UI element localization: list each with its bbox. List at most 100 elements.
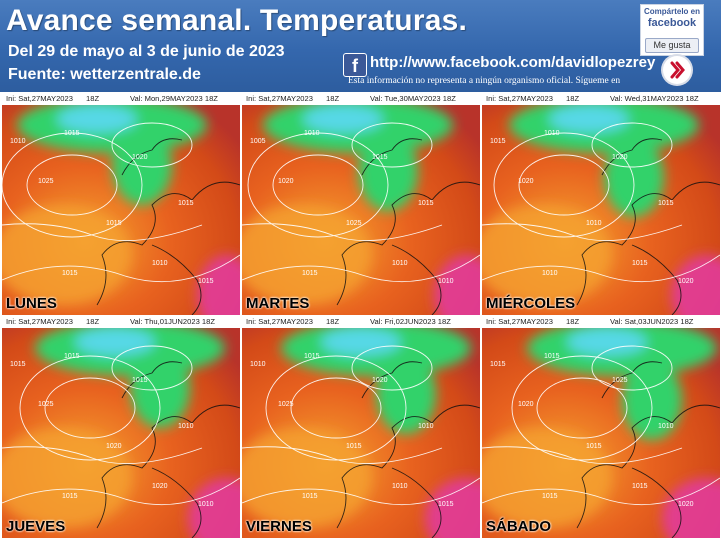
init-date: Ini: Sat,27MAY2023 bbox=[486, 94, 553, 103]
isobar-label: 1015 bbox=[64, 353, 80, 360]
forecast-panel-2: Ini: Sat,27MAY2023 18Z Val: Tue,30MAY2023 … bbox=[242, 93, 480, 315]
isobar-label: 1015 bbox=[632, 260, 648, 267]
logo-mark-icon bbox=[665, 58, 689, 82]
date-range: Del 29 de mayo al 3 de junio de 2023 bbox=[8, 43, 285, 60]
isobar-label: 1010 bbox=[392, 483, 408, 490]
isobar-label: 1015 bbox=[198, 278, 214, 285]
isobar-label: 1020 bbox=[518, 178, 534, 185]
day-label: JUEVES bbox=[6, 518, 66, 535]
source-credit: Fuente: wetterzentrale.de bbox=[8, 66, 201, 83]
isobar-label: 1020 bbox=[372, 377, 388, 384]
init-run: 18Z bbox=[326, 94, 340, 103]
isobar-label: 1015 bbox=[304, 353, 320, 360]
valid-date: Val: Sat,03JUN2023 18Z bbox=[610, 317, 694, 326]
forecast-panel-6: Ini: Sat,27MAY2023 18Z Val: Sat,03JUN2023 … bbox=[482, 316, 720, 538]
isobar-label: 1010 bbox=[198, 501, 214, 508]
isobar-label: 1020 bbox=[132, 154, 148, 161]
temperature-map: 1010 1015 1020 1025 1015 1010 1015 1010 1015 bbox=[242, 328, 480, 538]
isobar-label: 1015 bbox=[64, 130, 80, 137]
isobar-label: 1015 bbox=[10, 361, 26, 368]
temperature-map: 1015 1015 1025 1020 1015 1010 1015 1015 1020 bbox=[482, 328, 720, 538]
isobar-label: 1015 bbox=[346, 443, 362, 450]
isobar-label: 1015 bbox=[178, 200, 194, 207]
share-label: Compártelo en bbox=[643, 7, 700, 16]
isobar-label: 1020 bbox=[278, 178, 294, 185]
day-label: LUNES bbox=[6, 295, 57, 312]
isobar-label: 1015 bbox=[302, 270, 318, 277]
valid-date: Val: Tue,30MAY2023 18Z bbox=[370, 94, 456, 103]
isobar-label: 1015 bbox=[302, 493, 318, 500]
isobar-label: 1025 bbox=[612, 377, 628, 384]
isobar-label: 1025 bbox=[38, 401, 54, 408]
isobar-label: 1020 bbox=[152, 483, 168, 490]
page-title: Avance semanal. Temperaturas. bbox=[6, 4, 468, 37]
isobar-label: 1025 bbox=[38, 178, 54, 185]
isobar-label: 1015 bbox=[132, 377, 148, 384]
valid-date: Val: Mon,29MAY2023 18Z bbox=[130, 94, 218, 103]
init-run: 18Z bbox=[86, 317, 100, 326]
panel-header: Ini: Sat,27MAY2023 18Z Val: Wed,31MAY2023 … bbox=[482, 93, 720, 105]
isobar-label: 1010 bbox=[250, 361, 266, 368]
isobar-label: 1010 bbox=[10, 138, 26, 145]
isobar-label: 1015 bbox=[544, 353, 560, 360]
valid-date: Val: Wed,31MAY2023 18Z bbox=[610, 94, 699, 103]
isobar-label: 1010 bbox=[542, 270, 558, 277]
panel-header: Ini: Sat,27MAY2023 18Z Val: Tue,30MAY2023 … bbox=[242, 93, 480, 105]
init-date: Ini: Sat,27MAY2023 bbox=[246, 94, 313, 103]
isobar-label: 1020 bbox=[678, 278, 694, 285]
day-label: MIÉRCOLES bbox=[486, 295, 576, 312]
init-run: 18Z bbox=[86, 94, 100, 103]
forecast-panel-5: Ini: Sat,27MAY2023 18Z Val: Fri,02JUN2023 … bbox=[242, 316, 480, 538]
day-label: VIERNES bbox=[246, 518, 312, 535]
isobar-label: 1015 bbox=[542, 493, 558, 500]
isobar-label: 1010 bbox=[544, 130, 560, 137]
forecast-panel-3: Ini: Sat,27MAY2023 18Z Val: Wed,31MAY2023 … bbox=[482, 93, 720, 315]
isobar-label: 1015 bbox=[62, 493, 78, 500]
isobar-label: 1025 bbox=[346, 220, 362, 227]
isobar-label: 1020 bbox=[678, 501, 694, 508]
isobar-label: 1025 bbox=[278, 401, 294, 408]
isobar-label: 1010 bbox=[152, 260, 168, 267]
isobar-label: 1010 bbox=[392, 260, 408, 267]
facebook-share-box[interactable]: Compártelo en facebook Me gusta bbox=[640, 4, 704, 56]
isobar-label: 1010 bbox=[304, 130, 320, 137]
isobar-label: 1015 bbox=[658, 200, 674, 207]
init-run: 18Z bbox=[566, 94, 580, 103]
isobar-label: 1015 bbox=[372, 154, 388, 161]
panel-header: Ini: Sat,27MAY2023 18Z Val: Thu,01JUN2023 … bbox=[2, 316, 240, 328]
isobar-label: 1015 bbox=[438, 501, 454, 508]
like-button[interactable]: Me gusta bbox=[645, 38, 699, 53]
forecast-panel-1: Ini: Sat,27MAY2023 18Z Val: Mon,29MAY2023 … bbox=[2, 93, 240, 315]
temperature-map: 1015 1010 1020 1020 1010 1015 1010 1015 1020 bbox=[482, 105, 720, 315]
isobar-label: 1020 bbox=[106, 443, 122, 450]
temperature-map: 1005 1010 1015 1020 1025 1015 1015 1010 1010 bbox=[242, 105, 480, 315]
isobar-label: 1015 bbox=[62, 270, 78, 277]
init-date: Ini: Sat,27MAY2023 bbox=[6, 94, 73, 103]
isobar-label: 1015 bbox=[418, 200, 434, 207]
init-date: Ini: Sat,27MAY2023 bbox=[6, 317, 73, 326]
init-date: Ini: Sat,27MAY2023 bbox=[246, 317, 313, 326]
panel-header: Ini: Sat,27MAY2023 18Z Val: Sat,03JUN2023 … bbox=[482, 316, 720, 328]
isobar-label: 1020 bbox=[518, 401, 534, 408]
isobar-label: 1015 bbox=[632, 483, 648, 490]
facebook-icon[interactable]: f bbox=[343, 53, 367, 77]
disclaimer-text: Esta información no representa a ningún … bbox=[348, 76, 621, 86]
share-brand: facebook bbox=[647, 17, 697, 29]
isobar-label: 1010 bbox=[438, 278, 454, 285]
valid-date: Val: Thu,01JUN2023 18Z bbox=[130, 317, 215, 326]
author-logo-icon[interactable] bbox=[663, 56, 691, 84]
isobar-label: 1015 bbox=[490, 361, 506, 368]
temperature-map: 1015 1015 1015 1025 1020 1010 1015 1020 1010 bbox=[2, 328, 240, 538]
isobar-label: 1010 bbox=[418, 423, 434, 430]
temperature-map: 1010 1015 1020 1025 1015 1015 1015 1010 1015 bbox=[2, 105, 240, 315]
isobar-label: 1010 bbox=[658, 423, 674, 430]
init-run: 18Z bbox=[566, 317, 580, 326]
isobar-label: 1015 bbox=[106, 220, 122, 227]
isobar-label: 1015 bbox=[490, 138, 506, 145]
valid-date: Val: Fri,02JUN2023 18Z bbox=[370, 317, 451, 326]
panel-header: Ini: Sat,27MAY2023 18Z Val: Mon,29MAY2023 … bbox=[2, 93, 240, 105]
isobar-label: 1020 bbox=[612, 154, 628, 161]
facebook-link[interactable]: http://www.facebook.com/davidlopezrey bbox=[370, 54, 656, 71]
day-label: SÁBADO bbox=[486, 518, 552, 535]
